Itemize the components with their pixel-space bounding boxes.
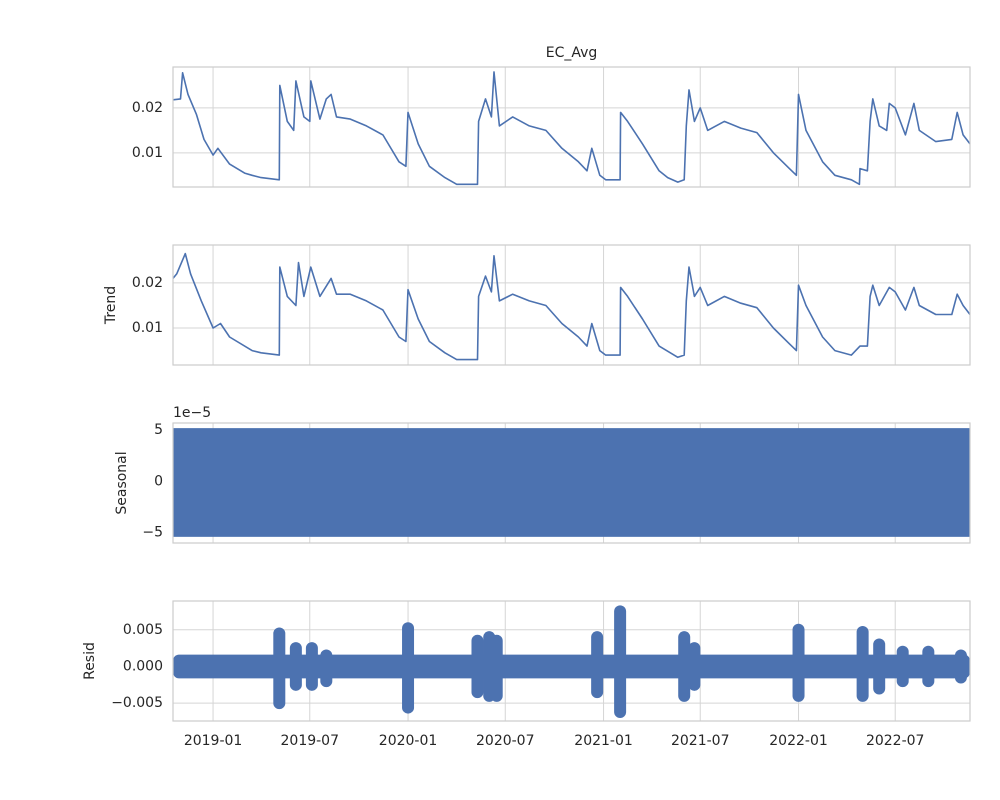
axes-frame xyxy=(172,66,971,188)
resid-base xyxy=(173,654,970,679)
y-tick-label: 0.005 xyxy=(123,622,163,638)
offset-label: 1e−5 xyxy=(173,405,211,421)
x-tick-label: 2021-07 xyxy=(671,733,730,749)
y-tick-label: 0.02 xyxy=(132,275,163,291)
y-tick-label: 0 xyxy=(154,473,163,489)
axes-frame xyxy=(172,244,971,366)
y-tick-label: 0.01 xyxy=(132,145,163,161)
y-tick-label: 0.02 xyxy=(132,100,163,116)
x-tick-label: 2019-01 xyxy=(184,733,243,749)
x-tick-label: 2020-07 xyxy=(476,733,535,749)
seasonal-band xyxy=(173,428,970,537)
y-tick-label: 0.01 xyxy=(132,320,163,336)
subplot-title: EC_Avg xyxy=(546,45,598,61)
y-axis-label: Resid xyxy=(82,642,98,680)
x-tick-label: 2022-07 xyxy=(866,733,925,749)
x-tick-label: 2020-01 xyxy=(379,733,438,749)
series-line xyxy=(172,252,971,361)
y-axis-label: Trend xyxy=(103,286,119,325)
y-axis-label: Seasonal xyxy=(114,451,130,514)
y-tick-label: −0.005 xyxy=(111,695,163,711)
x-tick-label: 2021-01 xyxy=(574,733,633,749)
x-tick-label: 2019-07 xyxy=(281,733,340,749)
y-tick-label: 0.000 xyxy=(123,658,163,674)
axes-frame xyxy=(172,600,971,722)
x-tick-label: 2022-01 xyxy=(769,733,828,749)
series-line xyxy=(172,71,971,186)
axes-frame xyxy=(172,422,971,544)
y-tick-label: 5 xyxy=(154,422,163,438)
y-tick-label: −5 xyxy=(142,525,163,541)
